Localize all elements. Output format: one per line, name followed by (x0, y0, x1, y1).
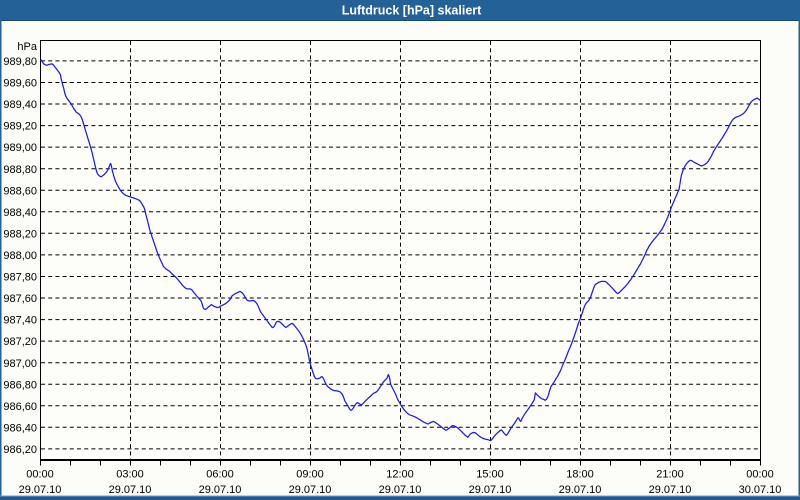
svg-text:29.07.10: 29.07.10 (469, 484, 512, 496)
svg-text:986,40: 986,40 (3, 422, 37, 434)
svg-text:29.07.10: 29.07.10 (19, 484, 62, 496)
svg-text:987,60: 987,60 (3, 293, 37, 305)
svg-text:988,20: 988,20 (3, 228, 37, 240)
svg-text:988,60: 988,60 (3, 185, 37, 197)
svg-text:29.07.10: 29.07.10 (289, 484, 332, 496)
svg-text:986,80: 986,80 (3, 379, 37, 391)
svg-text:986,20: 986,20 (3, 444, 37, 456)
svg-text:988,80: 988,80 (3, 164, 37, 176)
svg-text:hPa: hPa (17, 41, 37, 53)
svg-text:29.07.10: 29.07.10 (379, 484, 422, 496)
svg-text:09:00: 09:00 (296, 469, 324, 481)
svg-text:989,20: 989,20 (3, 121, 37, 133)
svg-text:987,00: 987,00 (3, 358, 37, 370)
svg-text:00:00: 00:00 (746, 469, 774, 481)
svg-text:988,40: 988,40 (3, 207, 37, 219)
svg-text:989,60: 989,60 (3, 78, 37, 90)
svg-text:988,00: 988,00 (3, 250, 37, 262)
svg-text:987,80: 987,80 (3, 272, 37, 284)
svg-text:15:00: 15:00 (476, 469, 504, 481)
svg-text:989,80: 989,80 (3, 56, 37, 68)
svg-text:29.07.10: 29.07.10 (559, 484, 602, 496)
svg-text:987,20: 987,20 (3, 336, 37, 348)
svg-text:989,40: 989,40 (3, 99, 37, 111)
svg-text:12:00: 12:00 (386, 469, 414, 481)
svg-text:987,40: 987,40 (3, 315, 37, 327)
svg-text:29.07.10: 29.07.10 (649, 484, 692, 496)
svg-text:989,00: 989,00 (3, 142, 37, 154)
svg-text:21:00: 21:00 (656, 469, 684, 481)
svg-text:30.07.10: 30.07.10 (739, 484, 782, 496)
svg-text:29.07.10: 29.07.10 (199, 484, 242, 496)
svg-text:00:00: 00:00 (26, 469, 54, 481)
svg-text:29.07.10: 29.07.10 (109, 484, 152, 496)
svg-text:Luftdruck [hPa] skaliert: Luftdruck [hPa] skaliert (342, 4, 482, 18)
svg-text:18:00: 18:00 (566, 469, 594, 481)
svg-text:06:00: 06:00 (206, 469, 234, 481)
svg-text:986,60: 986,60 (3, 401, 37, 413)
svg-text:03:00: 03:00 (116, 469, 144, 481)
